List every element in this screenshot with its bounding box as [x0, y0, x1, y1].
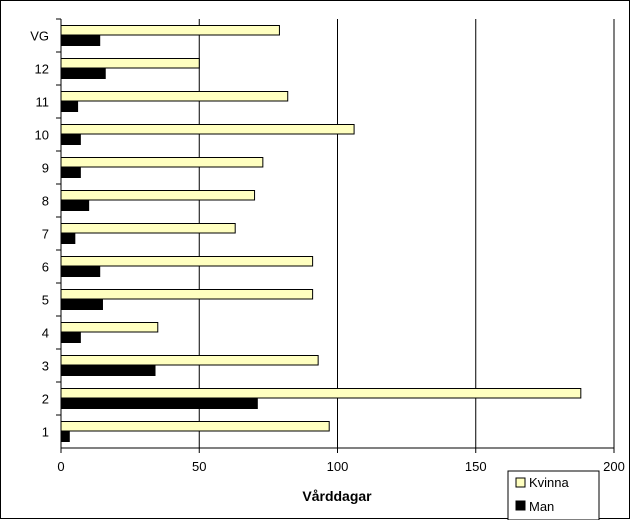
legend-swatch-kvinna [515, 477, 526, 488]
bar-man-1 [60, 431, 70, 442]
y-tick-label-8: 8 [42, 194, 49, 209]
bar-kvinna-2 [60, 388, 582, 399]
bar-man-8 [60, 200, 90, 211]
y-tick-label-11: 11 [36, 95, 50, 110]
x-tick-label-200: 200 [603, 459, 625, 474]
y-tick-label-3: 3 [42, 359, 49, 374]
legend-label-man: Man [529, 499, 554, 514]
y-tick-label-9: 9 [42, 161, 49, 176]
bar-kvinna-1 [60, 421, 330, 432]
y-tick-label-4: 4 [42, 326, 49, 341]
bar-kvinna-3 [60, 355, 319, 366]
legend: Kvinna Man [507, 470, 600, 520]
x-axis-title: Vårddagar [302, 488, 372, 504]
bar-kvinna-6 [60, 256, 314, 267]
bar-man-VG [60, 35, 101, 46]
y-tick-label-10: 10 [35, 128, 49, 143]
bar-man-7 [60, 233, 76, 244]
y-tick-label-12: 12 [35, 62, 49, 77]
bars [60, 25, 582, 442]
bar-man-12 [60, 68, 106, 79]
y-tick-label-VG: VG [30, 29, 49, 44]
bar-man-4 [60, 332, 81, 343]
legend-label-kvinna: Kvinna [529, 475, 570, 490]
y-tick-label-5: 5 [42, 293, 49, 308]
bar-man-5 [60, 299, 103, 310]
bar-man-3 [60, 365, 156, 376]
gridlines [198, 19, 615, 448]
bar-kvinna-7 [60, 223, 236, 234]
y-tick-label-2: 2 [42, 392, 49, 407]
x-tick-label-150: 150 [465, 459, 487, 474]
bar-man-9 [60, 167, 81, 178]
bar-man-11 [60, 101, 79, 112]
bar-man-2 [60, 398, 258, 409]
x-tick-label-0: 0 [57, 459, 64, 474]
y-tick-label-1: 1 [42, 425, 49, 440]
axes [56, 18, 615, 453]
bar-kvinna-4 [60, 322, 159, 333]
bar-kvinna-8 [60, 190, 256, 201]
x-tick-label-50: 50 [192, 459, 206, 474]
bar-kvinna-VG [60, 25, 280, 36]
bar-kvinna-12 [60, 58, 200, 69]
bar-man-6 [60, 266, 101, 277]
bar-kvinna-10 [60, 124, 355, 135]
x-tick-label-100: 100 [327, 459, 349, 474]
bar-kvinna-9 [60, 157, 264, 168]
y-tick-label-6: 6 [42, 260, 49, 275]
legend-swatch-man [515, 500, 526, 511]
bar-kvinna-11 [60, 91, 289, 102]
bar-man-10 [60, 134, 81, 145]
y-tick-label-7: 7 [42, 227, 49, 242]
bar-kvinna-5 [60, 289, 314, 300]
